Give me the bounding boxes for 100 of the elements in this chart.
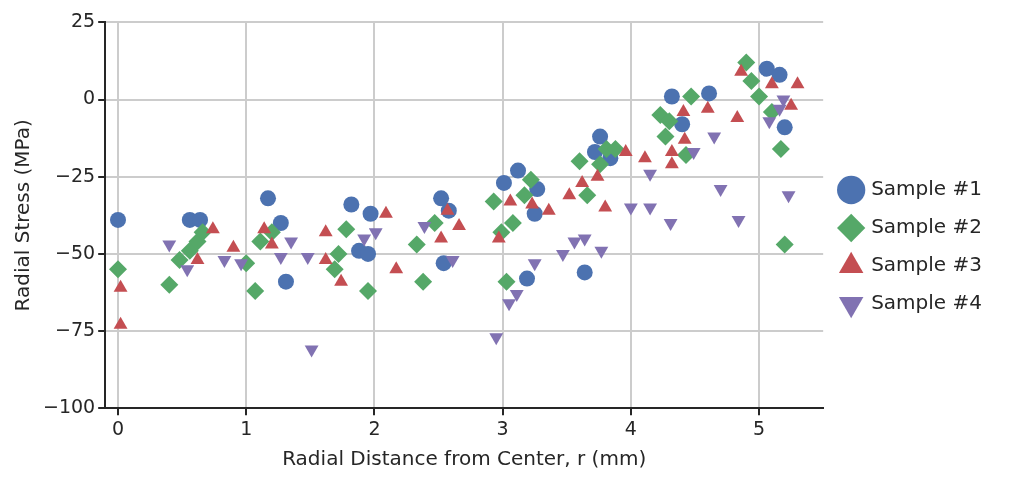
point <box>110 211 127 228</box>
point <box>784 97 799 110</box>
point <box>491 230 506 243</box>
x-tick-label: 1 <box>240 416 253 439</box>
point <box>304 345 319 358</box>
y-tick-label: −100 <box>43 395 96 418</box>
point <box>257 221 272 234</box>
point <box>190 252 205 265</box>
legend-label: Sample #2 <box>871 214 983 239</box>
point <box>300 252 315 265</box>
point <box>503 193 518 206</box>
point <box>590 168 605 181</box>
point <box>764 76 779 89</box>
legend-label: Sample #1 <box>871 176 983 201</box>
point <box>325 260 344 279</box>
point <box>734 63 749 76</box>
y-tick-label: −50 <box>55 240 96 263</box>
point <box>541 202 556 215</box>
legend-label: Sample #4 <box>871 290 983 315</box>
point <box>497 272 516 291</box>
point <box>742 72 761 91</box>
x-tick-label: 4 <box>624 416 637 439</box>
point <box>771 139 790 158</box>
point <box>452 218 466 231</box>
point <box>526 205 543 222</box>
point <box>555 249 570 262</box>
point <box>337 220 356 239</box>
point <box>515 186 534 205</box>
y-tick-label: −75 <box>55 317 96 340</box>
y-axis-title: Radial Stress (MPa) <box>10 119 35 312</box>
point <box>272 215 289 232</box>
point <box>663 88 680 105</box>
x-tick-label: 2 <box>368 416 381 439</box>
point <box>362 205 379 222</box>
point <box>664 156 679 169</box>
point <box>521 170 540 189</box>
point <box>750 87 769 106</box>
point <box>251 232 270 251</box>
point <box>730 110 745 123</box>
point <box>260 190 277 207</box>
point <box>162 240 177 253</box>
point <box>562 187 577 200</box>
x-tick-label: 3 <box>496 416 509 439</box>
point <box>578 186 597 205</box>
x-axis-title: Radial Distance from Center, r (mm) <box>282 446 647 471</box>
point <box>660 112 679 131</box>
point <box>502 299 516 312</box>
y-tick-label: 25 <box>71 9 96 32</box>
point <box>771 66 788 83</box>
legend-label: Sample #3 <box>871 252 983 277</box>
point <box>273 252 288 265</box>
point <box>638 150 652 163</box>
point <box>277 273 294 290</box>
point <box>758 60 775 77</box>
point <box>575 174 590 187</box>
point <box>389 261 404 274</box>
y-tick-label: 0 <box>83 86 96 109</box>
point <box>570 152 589 171</box>
point <box>440 202 455 215</box>
point <box>318 224 333 237</box>
point <box>576 264 593 281</box>
point <box>776 119 793 136</box>
x-tick-label: 5 <box>753 416 766 439</box>
point <box>414 272 433 291</box>
y-tick-label: −25 <box>55 163 96 186</box>
point <box>674 116 691 133</box>
point <box>700 100 715 113</box>
point <box>509 290 524 302</box>
point <box>343 196 360 213</box>
point <box>484 192 503 211</box>
point <box>170 251 189 270</box>
point <box>160 275 179 294</box>
point <box>598 199 613 212</box>
point <box>360 245 377 262</box>
point <box>676 103 691 116</box>
point <box>510 162 527 179</box>
point <box>318 252 333 265</box>
point <box>407 235 426 254</box>
point <box>180 241 199 260</box>
point <box>677 131 692 144</box>
point <box>525 196 540 209</box>
point <box>205 221 220 234</box>
point <box>682 87 701 106</box>
point <box>664 144 679 157</box>
point <box>656 127 675 146</box>
point <box>193 223 212 242</box>
point <box>246 281 265 300</box>
point <box>737 53 756 72</box>
point <box>489 333 504 346</box>
point <box>594 246 609 259</box>
point <box>731 215 746 228</box>
point <box>519 270 535 287</box>
point <box>329 244 348 263</box>
point <box>591 155 610 174</box>
x-tick-label: 0 <box>111 416 125 439</box>
point <box>701 85 718 102</box>
point <box>495 174 512 191</box>
point <box>503 214 522 233</box>
point <box>359 281 378 300</box>
point <box>790 76 805 89</box>
